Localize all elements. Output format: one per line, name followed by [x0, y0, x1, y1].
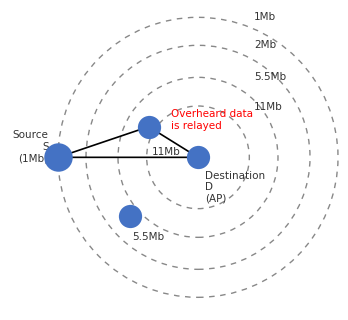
Point: [127, 213, 133, 219]
Text: 2Mb: 2Mb: [254, 40, 276, 50]
Point: [146, 124, 151, 129]
Text: 11Mb: 11Mb: [254, 102, 283, 112]
Text: Destination
D
(AP): Destination D (AP): [205, 171, 265, 204]
Text: 1Mb: 1Mb: [254, 12, 276, 22]
Point: [55, 155, 61, 160]
Text: 11Mb: 11Mb: [151, 147, 180, 157]
Text: 5.5Mb: 5.5Mb: [133, 232, 165, 242]
Text: Overheard data
is relayed: Overheard data is relayed: [171, 109, 253, 131]
Point: [195, 155, 201, 160]
Text: 5.5Mb: 5.5Mb: [254, 72, 286, 82]
Text: Source
S
(1Mb): Source S (1Mb): [13, 130, 49, 163]
